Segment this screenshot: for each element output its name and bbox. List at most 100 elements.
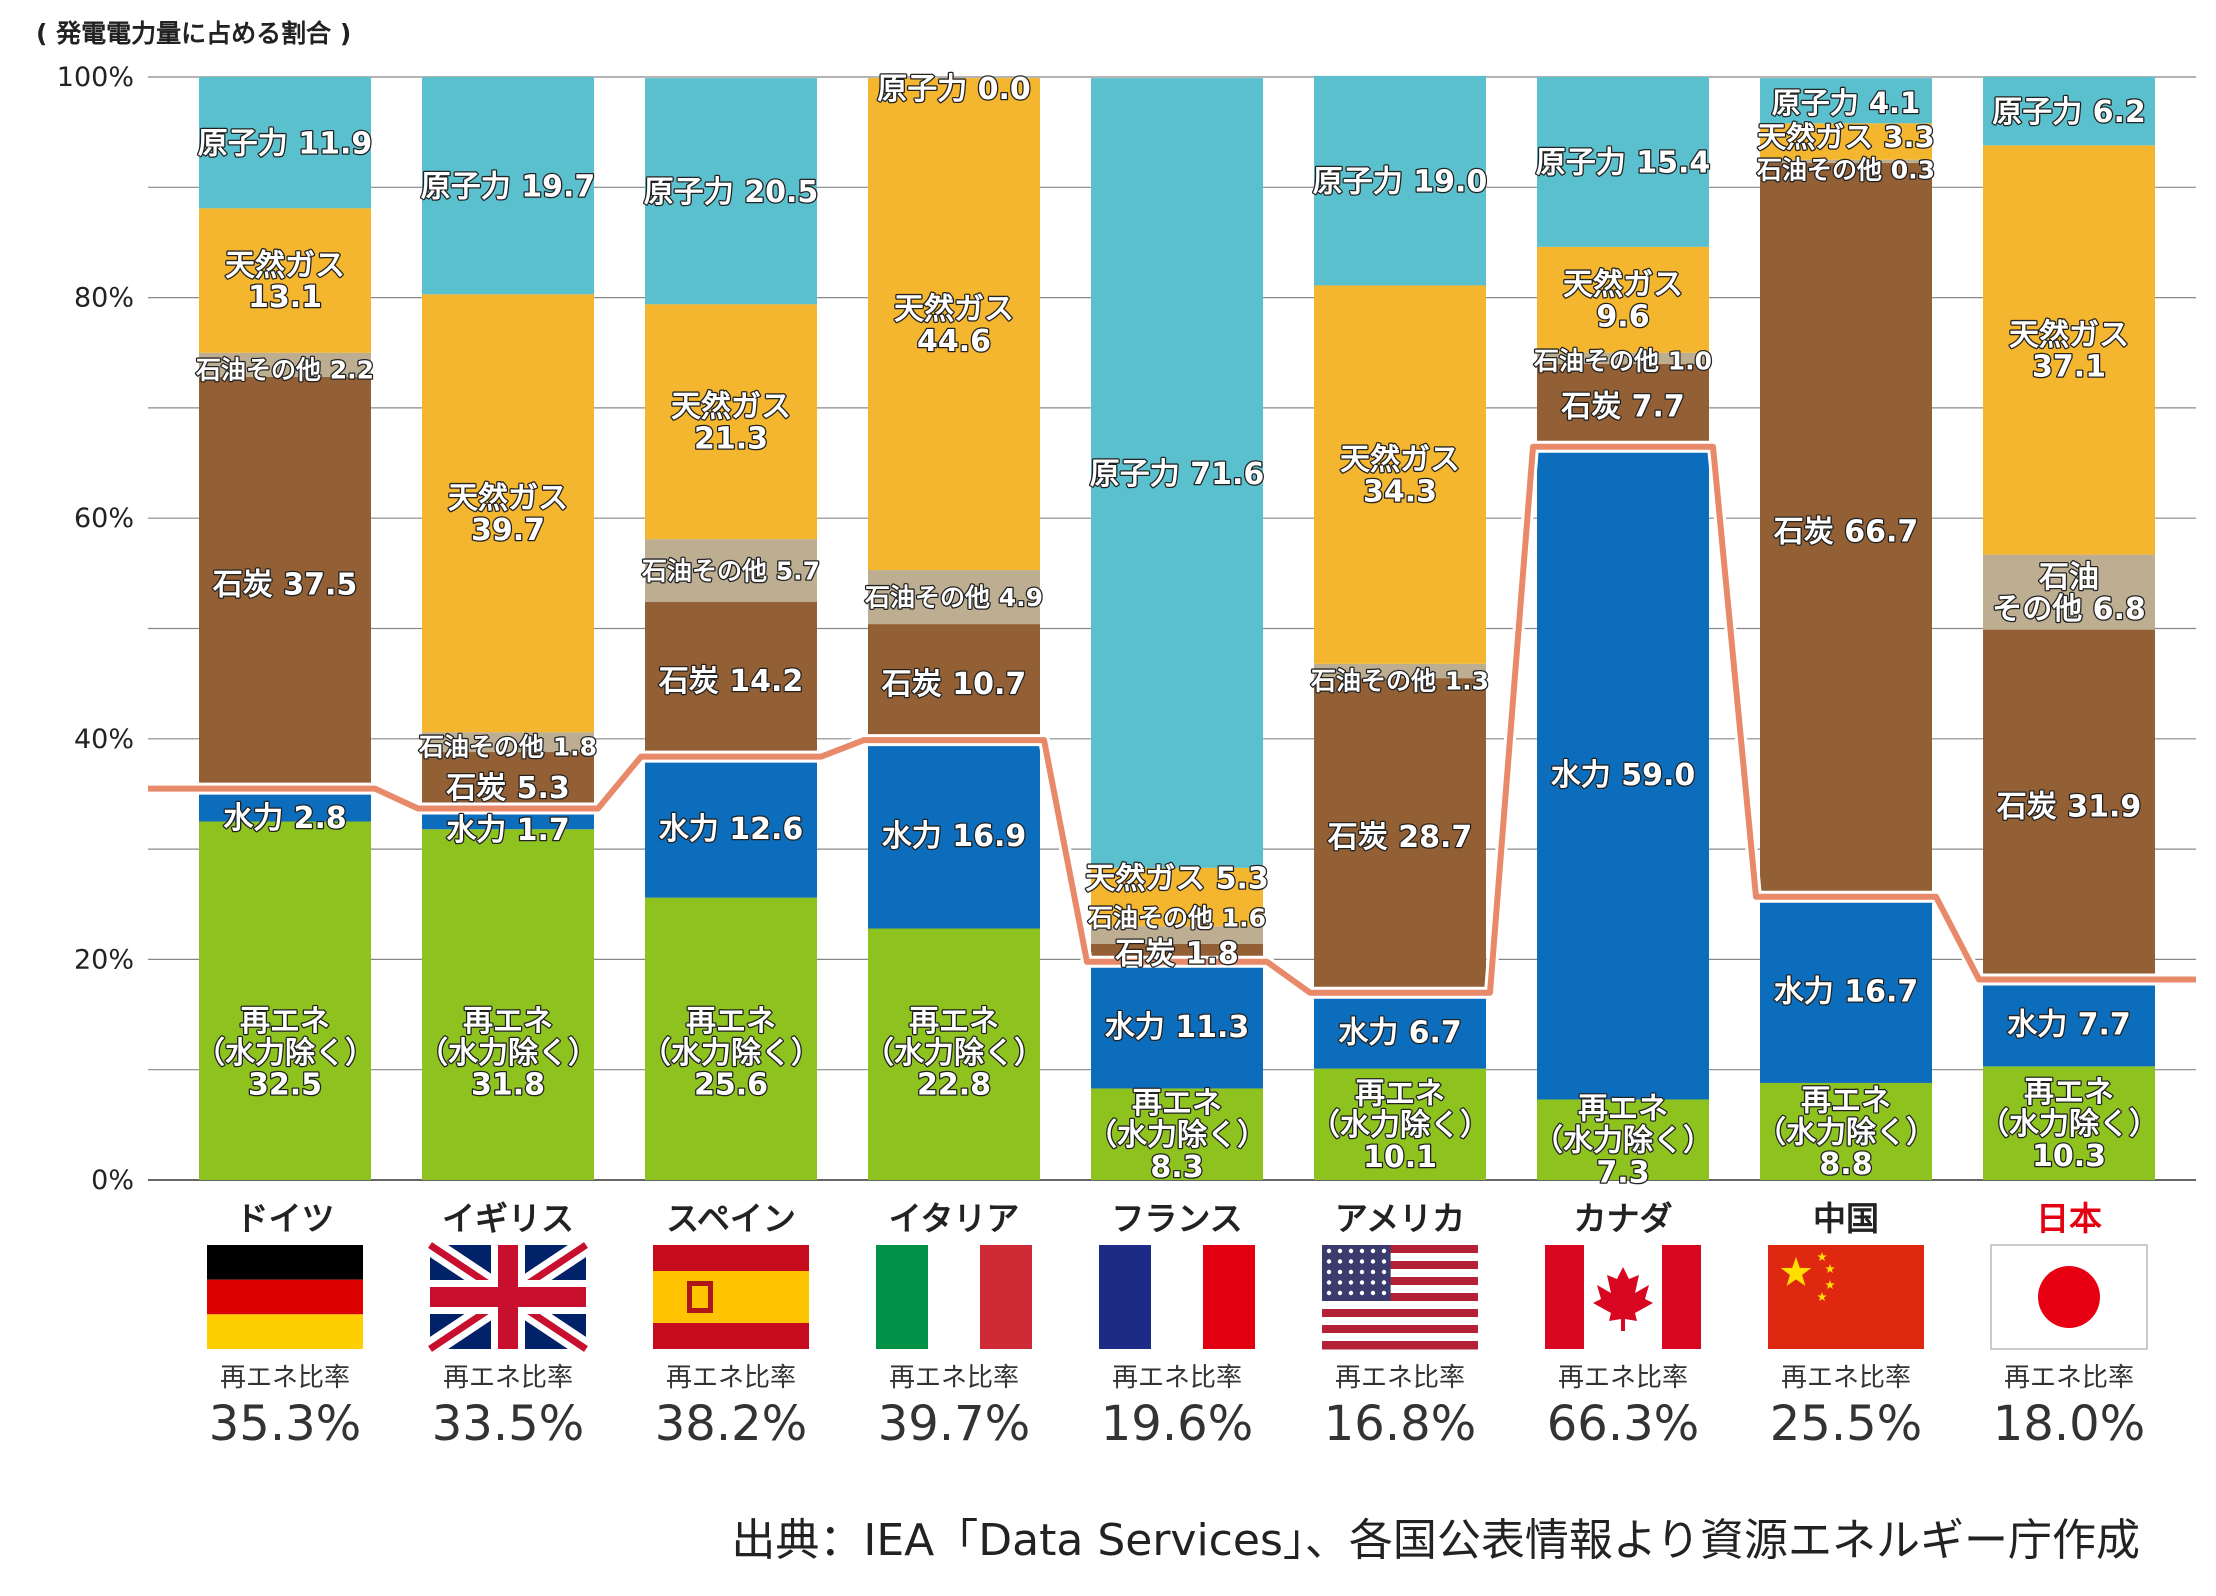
segment-label-coal: 石炭 28.7 <box>1327 820 1472 855</box>
bar-segment-gas <box>1314 285 1486 664</box>
bar-segment-nuclear <box>645 78 817 305</box>
ratio-value: 19.6% <box>1101 1396 1253 1452</box>
bar-segment-renewable <box>645 897 817 1180</box>
usa-flag-icon <box>1322 1245 1478 1350</box>
bar-segment-gas <box>422 294 594 733</box>
segment-label-coal: 石炭 14.2 <box>658 664 803 699</box>
country-flags <box>207 1236 2148 1358</box>
ratio-caption: 再エネ比率 <box>1558 1363 1688 1393</box>
segment-label-gas: 天然ガス 5.3 <box>1085 862 1269 897</box>
unit-label: ( 発電電力量に占める割合 ) <box>36 19 352 48</box>
country-label: 日本 <box>2036 1199 2102 1238</box>
bar-segment-oil_other <box>1983 554 2155 630</box>
segment-label-hydro: 水力 7.7 <box>2007 1008 2131 1043</box>
segment-label-nuclear: 原子力 0.0 <box>877 72 1031 107</box>
ratio-caption: 再エネ比率 <box>1112 1363 1242 1393</box>
segment-label-oil_other: 石油その他 4.9 <box>864 583 1043 612</box>
ratio-value: 39.7% <box>878 1396 1030 1452</box>
bar-segment-gas <box>645 304 817 540</box>
bar-segment-hydro <box>645 758 817 898</box>
segment-label-hydro: 水力 11.3 <box>1105 1010 1249 1045</box>
segment-label-nuclear: 原子力 19.7 <box>421 169 595 204</box>
y-tick-label: 0% <box>91 1165 134 1196</box>
segment-label-nuclear: 原子力 11.9 <box>198 126 372 161</box>
bar-segment-oil_other <box>199 352 371 378</box>
segment-label-nuclear: 原子力 4.1 <box>1772 86 1920 120</box>
bar-segment-renewable <box>1760 1082 1932 1180</box>
bar-segment-gas <box>199 208 371 353</box>
china-flag-icon <box>1768 1245 1924 1349</box>
ratio-value: 66.3% <box>1547 1396 1699 1452</box>
country-label: ドイツ <box>236 1199 335 1238</box>
bar-segment-hydro <box>868 742 1040 929</box>
ratio-line <box>148 443 2196 996</box>
renewable-ratio-values: 再エネ比率35.3%再エネ比率33.5%再エネ比率38.2%再エネ比率39.7%… <box>209 1363 2145 1452</box>
ratio-value: 38.2% <box>655 1396 807 1452</box>
bar-segment-nuclear <box>1091 78 1263 868</box>
bar-segment-oil_other <box>1537 352 1709 364</box>
segment-label-gas: 天然ガス 21.3 <box>671 390 791 457</box>
bar-segment-renewable <box>1091 1088 1263 1180</box>
segment-label-coal: 石炭 10.7 <box>881 667 1026 702</box>
bar-segment-coal <box>1760 163 1932 899</box>
segment-label-gas: 天然ガス 9.6 <box>1563 268 1683 335</box>
bar-segment-coal <box>199 377 371 791</box>
bar-segment-oil_other <box>1760 159 1932 164</box>
country-label: アメリカ <box>1335 1199 1465 1238</box>
bar-segment-oil_other <box>1314 663 1486 679</box>
bar-segment-nuclear <box>422 77 594 295</box>
country-label: イギリス <box>442 1199 574 1238</box>
ratio-value: 35.3% <box>209 1396 361 1452</box>
segment-label-gas: 天然ガス 37.1 <box>2009 318 2129 385</box>
segment-label-hydro: 水力 59.0 <box>1551 758 1695 793</box>
ratio-value: 33.5% <box>432 1396 584 1452</box>
france-flag-icon <box>1099 1245 1255 1349</box>
bar-segment-renewable <box>1537 1099 1709 1180</box>
bar-segment-renewable <box>1983 1066 2155 1180</box>
bar-segment-hydro <box>1314 994 1486 1069</box>
bar-segment-coal <box>422 752 594 811</box>
bar-segment-coal <box>1537 363 1709 449</box>
uk-flag-icon <box>424 1236 592 1358</box>
spain-flag-icon <box>653 1245 809 1349</box>
bar-segment-hydro <box>1091 963 1263 1089</box>
bar-segments <box>199 75 2155 1180</box>
bar-segment-coal <box>645 602 817 759</box>
bar-segment-oil_other <box>422 732 594 753</box>
bar-segment-renewable <box>1314 1068 1486 1180</box>
y-tick-label: 80% <box>74 283 134 314</box>
bar-segment-hydro <box>1537 448 1709 1100</box>
ratio-value: 25.5% <box>1770 1396 1922 1452</box>
segment-label-oil_other: 石油その他 1.6 <box>1087 903 1266 932</box>
bar-segment-hydro <box>199 790 371 822</box>
bar-segment-gas <box>1537 246 1709 353</box>
segment-label-renewable: 再エネ（水力除く） 8.8 <box>1756 1083 1936 1182</box>
segment-label-nuclear: 原子力 6.2 <box>1992 95 2146 130</box>
segment-label-oil_other: 石油その他 6.8 <box>1992 560 2146 627</box>
bar-segment-gas <box>1091 867 1263 927</box>
segment-label-gas: 天然ガス 34.3 <box>1340 443 1460 510</box>
bar-segment-nuclear <box>1760 78 1932 124</box>
segment-label-gas: 天然ガス 44.6 <box>894 292 1014 359</box>
bar-segment-renewable <box>868 928 1040 1180</box>
ratio-caption: 再エネ比率 <box>889 1363 1019 1393</box>
bar-segment-coal <box>868 624 1040 743</box>
segment-label-nuclear: 原子力 15.4 <box>1536 146 1710 181</box>
bar-segment-coal <box>1983 629 2155 982</box>
country-label: カナダ <box>1574 1199 1673 1238</box>
segment-label-nuclear: 原子力 71.6 <box>1090 457 1264 492</box>
segment-label-nuclear: 原子力 20.5 <box>644 175 818 210</box>
bar-segment-hydro <box>1760 898 1932 1083</box>
segment-label-renewable: 再エネ（水力除く） 10.3 <box>1979 1075 2159 1174</box>
bar-segment-oil_other <box>1091 926 1263 944</box>
bar-segment-hydro <box>422 810 594 830</box>
segment-label-renewable: 再エネ（水力除く） 22.8 <box>864 1004 1044 1103</box>
bar-segment-gas <box>868 78 1040 571</box>
segment-label-gas: 天然ガス 39.7 <box>448 481 568 548</box>
bar-segment-gas <box>1760 123 1932 160</box>
bar-segment-hydro <box>1983 981 2155 1067</box>
bar-segment-gas <box>1983 145 2155 555</box>
japan-flag-icon <box>1990 1244 2148 1350</box>
segment-label-hydro: 水力 16.9 <box>882 819 1026 854</box>
